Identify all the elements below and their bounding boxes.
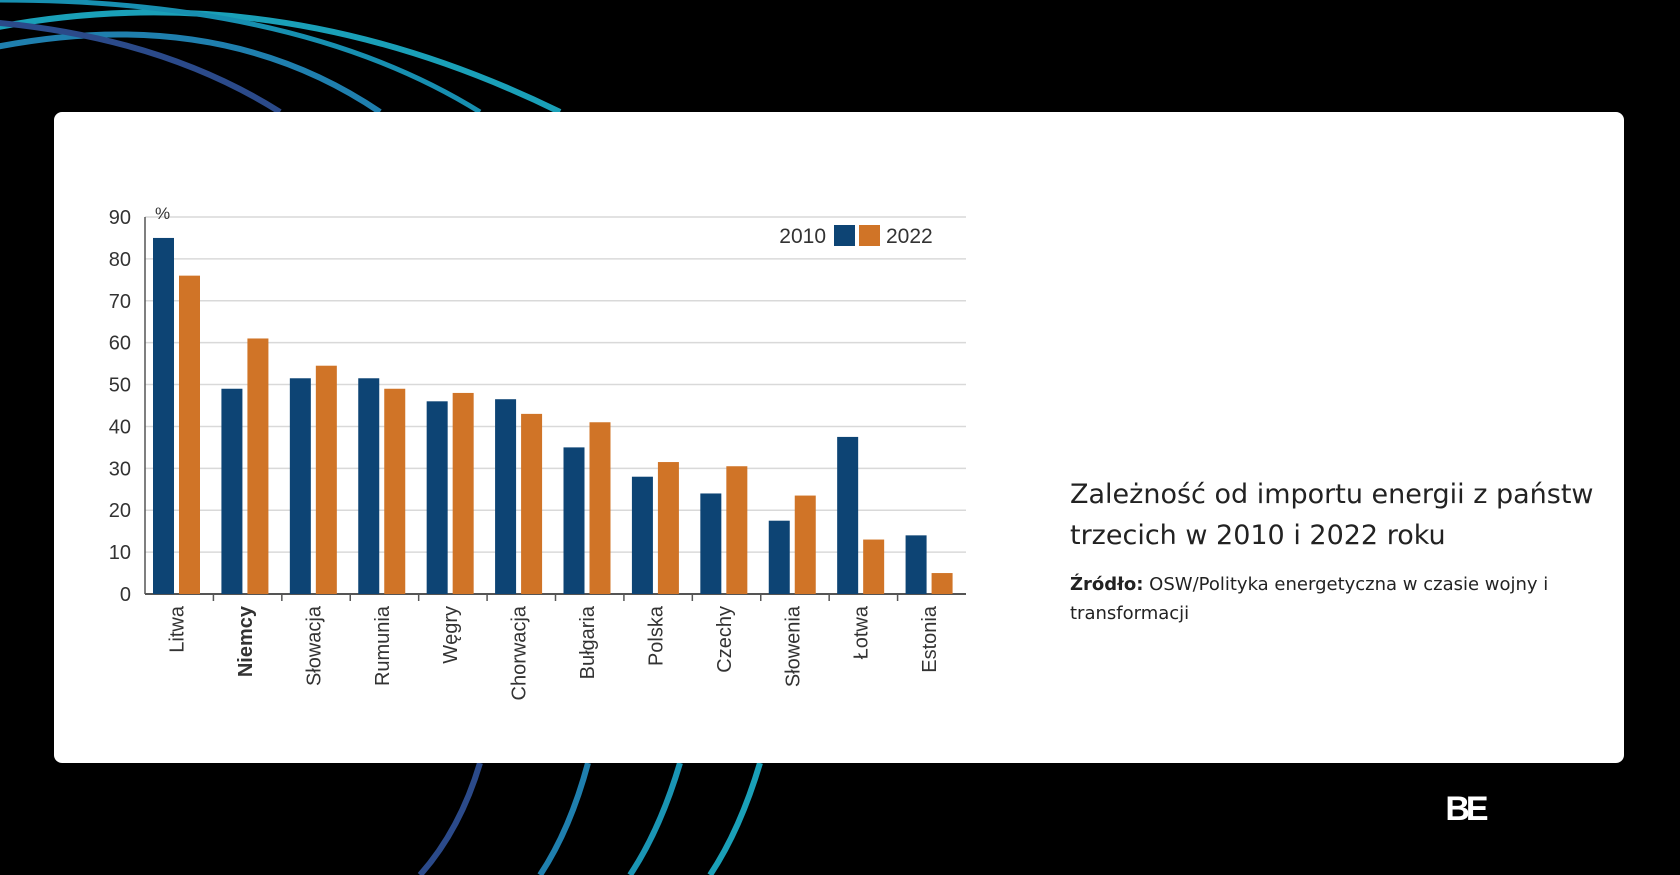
- x-tick-label: Litwa: [167, 605, 189, 653]
- y-tick-label: 60: [109, 333, 131, 355]
- bar-2022-Estonia: [931, 573, 953, 594]
- y-tick-label: 40: [109, 416, 131, 438]
- bar-2022-Polska: [657, 462, 679, 594]
- y-tick-label: 80: [109, 249, 131, 271]
- arc: [417, 762, 483, 875]
- x-tick-label: Łotwa: [851, 605, 873, 659]
- bar-2022-Niemcy: [247, 338, 269, 594]
- bar-2022-Chorwacja: [521, 413, 543, 594]
- bar-2010-Litwa: [153, 237, 174, 594]
- arc: [0, 19, 282, 115]
- y-tick-label: 50: [109, 375, 131, 397]
- arc: [0, 31, 382, 115]
- bar-2010-Polska: [631, 476, 653, 594]
- bar-chart: 0 10 20 30 40 50 60 70 80 90 % Litwa Niemcy Słowacja R…: [109, 204, 966, 700]
- x-tick-label: Słowenia: [782, 605, 804, 687]
- bar-2022-Litwa: [179, 275, 200, 594]
- content-card: 0 10 20 30 40 50 60 70 80 90% Litwa Niemcy Słowacja R…: [54, 112, 1652, 844]
- x-tick-label: Estonia: [919, 605, 941, 673]
- logo-line2: ENTER: [1508, 806, 1636, 846]
- bar-2010-Chorwacja: [495, 399, 517, 594]
- x-tick-label: Polska: [645, 605, 667, 666]
- bar-2022-Czechy: [726, 466, 748, 594]
- chart-title: Zależność od importu energii z państw tr…: [1070, 479, 1594, 551]
- bar-2010-Łotwa: [837, 436, 859, 594]
- x-tick-label: Niemcy: [235, 605, 257, 677]
- y-tick-label: 70: [109, 291, 131, 313]
- bar-2010-Słowenia: [768, 520, 790, 594]
- bar-2010-Słowacja: [289, 378, 311, 594]
- source-text: OSW/Polityka energetyczna w czasie wojny…: [1070, 574, 1549, 624]
- bar-2010-Estonia: [905, 535, 927, 594]
- x-tick-label: Rumunia: [372, 605, 394, 686]
- y-tick-label: 30: [109, 458, 131, 480]
- bar-2010-Bułgaria: [563, 447, 585, 594]
- bar-2022-Słowacja: [315, 365, 337, 594]
- y-axis-unit: %: [155, 204, 170, 223]
- bizness-enter-logo: BE BIZNES ENTER: [1432, 772, 1652, 846]
- x-tick-label: Węgry: [440, 606, 462, 664]
- bar-2022-Bułgaria: [589, 422, 611, 594]
- legend-swatch-2010: [834, 225, 855, 246]
- arc: [0, 0, 482, 115]
- arc: [627, 762, 683, 875]
- arc: [537, 762, 591, 875]
- legend-label-2022: 2022: [886, 225, 933, 248]
- source-label: Źródło:: [1070, 574, 1144, 595]
- bar-2010-Rumunia: [358, 378, 380, 594]
- logo-mark: BE: [1432, 776, 1498, 842]
- y-tick-label: 10: [109, 542, 131, 564]
- legend-swatch-2022: [859, 225, 880, 246]
- x-tick-label: Bułgaria: [577, 605, 599, 679]
- bar-2010-Niemcy: [221, 388, 243, 594]
- arc: [707, 762, 763, 875]
- bar-2022-Rumunia: [384, 388, 406, 594]
- bar-2022-Węgry: [452, 392, 474, 594]
- bar-2022-Słowenia: [794, 495, 816, 594]
- bar-2010-Węgry: [426, 401, 448, 594]
- bar-2022-Łotwa: [863, 539, 885, 594]
- y-tick-label: 20: [109, 500, 131, 522]
- x-tick-label: Chorwacja: [509, 605, 531, 700]
- y-tick-label: 0: [120, 584, 131, 606]
- legend-label-2010: 2010: [779, 225, 826, 248]
- bar-2010-Czechy: [700, 493, 722, 594]
- x-tick-label: Słowacja: [303, 605, 325, 686]
- arc: [0, 9, 562, 115]
- logo-line1: BIZNES: [1508, 772, 1652, 812]
- x-tick-label: Czechy: [714, 606, 736, 673]
- y-tick-label: 90: [109, 207, 131, 229]
- source-note: Źródło: OSW/Polityka energetyczna w czas…: [1070, 570, 1590, 628]
